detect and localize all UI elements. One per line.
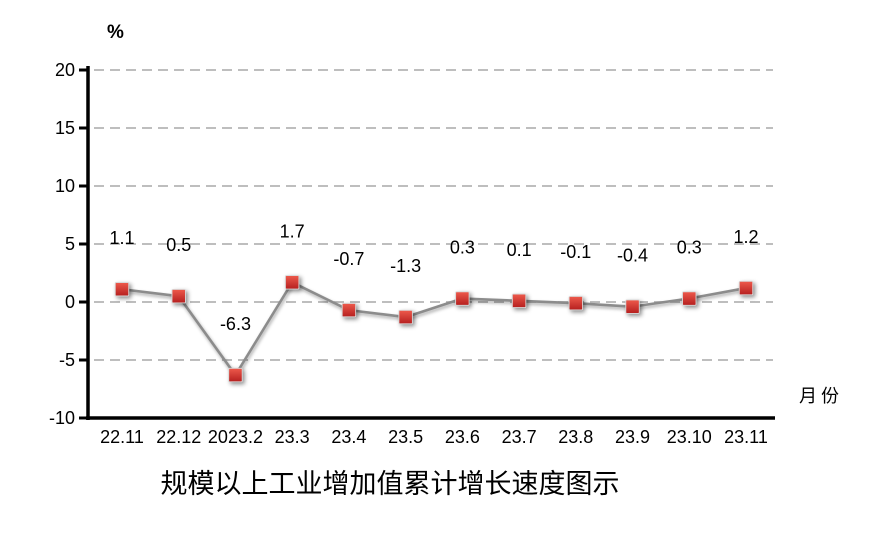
x-tick-label: 23.5 [388,427,423,447]
data-point-label: 0.5 [166,235,191,255]
data-point-marker [398,309,413,325]
x-tick-label: 23.9 [615,427,650,447]
x-tick-label: 2023.2 [208,427,263,447]
data-point-label: 1.2 [733,227,758,247]
x-tick-label: 23.7 [502,427,537,447]
data-point-label: -0.4 [617,246,648,266]
chart-title: 规模以上工业增加值累计增长速度图示 [160,469,620,499]
data-point-label: -1.3 [390,256,421,276]
data-point-marker [568,295,584,311]
y-tick-label: 0 [65,292,75,312]
data-point-label: 0.3 [450,238,475,258]
y-tick-label: 20 [55,60,75,80]
data-point-label: 1.7 [280,221,305,241]
data-point-marker [682,291,697,306]
series-line [120,280,748,377]
data-point-label: 1.1 [109,228,134,248]
y-tick-label: -10 [49,408,75,428]
data-point-marker [455,291,470,306]
data-point-marker [114,282,130,297]
data-point-label: -0.7 [333,249,364,269]
x-tick-label: 22.11 [100,427,144,447]
x-tick-label: 22.12 [156,427,201,447]
data-point-marker [738,280,754,296]
x-tick-label: 23.3 [275,427,310,447]
data-point-label: -0.1 [560,242,591,262]
x-tick-label: 23.10 [667,427,712,447]
data-point-marker [341,302,357,318]
y-tick-label: 15 [55,118,75,138]
data-point-label: -6.3 [220,314,251,334]
data-point-marker [511,293,527,309]
data-point-label: 0.3 [677,238,702,258]
x-tick-label: 23.4 [331,427,366,447]
data-point-marker [284,275,300,290]
data-point-marker [625,299,640,314]
y-tick-label: -5 [59,350,75,370]
y-tick-label: 5 [65,234,75,254]
data-point-marker [228,367,243,383]
x-axis-title: 月份 [799,386,843,406]
y-axis-unit-label: % [107,22,124,43]
x-tick-label: 23.8 [558,427,593,447]
x-tick-label: 23.6 [445,427,480,447]
y-tick-label: 10 [55,176,75,196]
data-point-label: 0.1 [507,240,532,260]
x-tick-label: 23.11 [724,427,768,447]
data-point-marker [171,289,186,304]
